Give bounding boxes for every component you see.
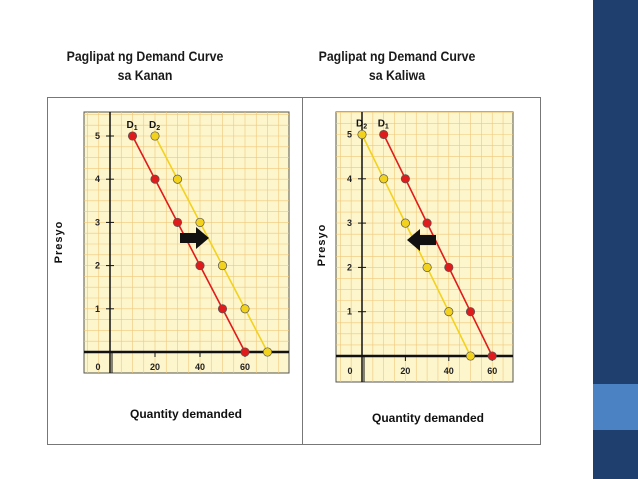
y-tick-label: 4 xyxy=(347,174,352,184)
shift-arrow-left-icon xyxy=(407,229,436,251)
series-label-d2: D2 xyxy=(356,119,367,131)
series-point-d1 xyxy=(195,261,205,271)
left-chart-title: Paglipat ng Demand Curve sa Kanan xyxy=(53,47,238,85)
chart-frame xyxy=(47,97,541,445)
series-line-d1 xyxy=(131,135,246,353)
y-tick-label: 3 xyxy=(95,217,100,227)
x-tick-label: 20 xyxy=(400,366,410,376)
series-label-subscript: 1 xyxy=(134,125,138,132)
chart-2: 1 2 3 4 5 0 20 40 60 D2 D1 Presyo Quantity demanded xyxy=(316,111,514,425)
y-axis-label: Presyo xyxy=(316,224,328,267)
series-point-d1 xyxy=(217,304,228,314)
series-line-d1 xyxy=(382,134,493,357)
series-point-d2 xyxy=(150,131,160,141)
chart-1: 1 2 3 4 5 0 20 40 60 D1 D2 Presyo Quantity demanded xyxy=(53,111,290,421)
x-tick-label: 60 xyxy=(240,362,250,372)
series-point-d2 xyxy=(444,307,454,317)
sidebar-accent-band xyxy=(593,384,638,430)
series-point-d2 xyxy=(240,304,250,314)
y-tick-label: 1 xyxy=(95,304,100,314)
series-label-d1: D1 xyxy=(378,119,389,131)
series-point-d1 xyxy=(127,131,138,141)
right-chart-title-text: Paglipat ng Demand Curve sa Kaliwa xyxy=(318,48,476,83)
series-point-d2 xyxy=(357,129,367,140)
x-axis-label: Quantity demanded xyxy=(372,411,484,425)
series-label-d2: D2 xyxy=(149,120,160,132)
y-tick-label: 5 xyxy=(347,130,352,140)
y-tick-label: 2 xyxy=(347,262,352,272)
series-point-d1 xyxy=(400,174,410,184)
x-tick-label: 0 xyxy=(95,362,100,372)
series-point-d1 xyxy=(444,262,454,272)
series-point-d1 xyxy=(240,347,250,357)
series-point-d2 xyxy=(422,262,432,272)
series-point-d2 xyxy=(379,174,389,184)
series-point-d1 xyxy=(465,307,476,317)
x-tick-label: 60 xyxy=(487,366,497,376)
right-chart-title: Paglipat ng Demand Curve sa Kaliwa xyxy=(305,47,490,85)
shift-arrow-right-icon xyxy=(180,227,209,249)
y-tick-label: 4 xyxy=(95,174,100,184)
y-tick-label: 5 xyxy=(95,131,100,141)
series-point-d2 xyxy=(172,174,183,184)
series-point-d2 xyxy=(217,261,228,271)
x-tick-label: 40 xyxy=(195,362,205,372)
frame-divider xyxy=(302,98,303,444)
x-tick-label: 20 xyxy=(150,362,160,372)
x-tick-label: 40 xyxy=(444,366,454,376)
series-point-d1 xyxy=(150,174,160,184)
series-label-d1: D1 xyxy=(127,120,138,132)
series-label-subscript: 2 xyxy=(156,125,160,132)
series-label-subscript: 1 xyxy=(385,124,389,131)
series-point-d2 xyxy=(465,351,476,361)
series-point-d1 xyxy=(487,351,497,361)
left-chart-title-text: Paglipat ng Demand Curve sa Kanan xyxy=(66,48,224,83)
series-point-d2 xyxy=(400,218,410,228)
x-tick-label: 0 xyxy=(347,366,352,376)
y-tick-label: 3 xyxy=(347,218,352,228)
series-line-d2 xyxy=(154,135,269,353)
x-axis-label: Quantity demanded xyxy=(130,407,242,421)
y-tick-label: 1 xyxy=(347,307,352,317)
series-point-d2 xyxy=(262,347,273,357)
series-point-d1 xyxy=(172,217,183,227)
series-label-subscript: 2 xyxy=(363,124,367,131)
series-point-d1 xyxy=(379,129,389,140)
sidebar-accent xyxy=(593,0,638,479)
series-point-d1 xyxy=(422,218,432,228)
series-point-d2 xyxy=(195,217,205,227)
y-axis-label: Presyo xyxy=(53,221,65,264)
y-tick-label: 2 xyxy=(95,261,100,271)
